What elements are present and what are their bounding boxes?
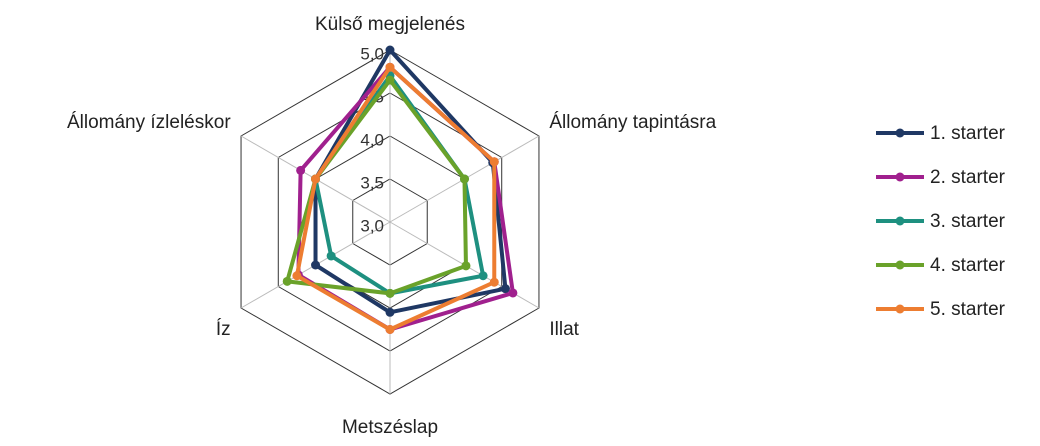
- legend-marker: [895, 216, 905, 226]
- series-marker: [385, 288, 395, 298]
- legend-marker: [895, 260, 905, 270]
- series-marker: [508, 288, 518, 298]
- series-marker: [459, 174, 469, 184]
- series-marker: [500, 284, 510, 294]
- legend-marker: [895, 304, 905, 314]
- category-label: Illat: [549, 319, 579, 340]
- category-label: Íz: [216, 319, 231, 340]
- series-marker: [282, 276, 292, 286]
- series-marker: [385, 75, 395, 85]
- legend-marker: [895, 172, 905, 182]
- category-label: Állomány tapintásra: [549, 112, 716, 133]
- category-label: Külső megjelenés: [315, 14, 465, 35]
- r-tick-label: 3,0: [360, 216, 384, 235]
- category-label: Metszéslap: [342, 417, 438, 438]
- series-line: [313, 48, 508, 315]
- series-marker: [385, 45, 395, 55]
- legend-marker: [895, 128, 905, 138]
- legend-label: 3. starter: [930, 211, 1006, 232]
- series-marker: [326, 251, 336, 261]
- r-tick-label: 5,0: [360, 44, 384, 63]
- series-marker: [292, 271, 302, 281]
- series-marker: [461, 261, 471, 271]
- series-marker: [311, 174, 321, 184]
- legend-label: 5. starter: [930, 299, 1006, 320]
- r-tick-label: 4,0: [360, 130, 384, 149]
- category-label: Állomány ízleléskor: [67, 112, 231, 133]
- legend-label: 4. starter: [930, 255, 1006, 276]
- r-tick-label: 3,5: [360, 173, 384, 192]
- series-marker: [296, 165, 306, 175]
- series-marker: [385, 307, 395, 317]
- series-marker: [385, 325, 395, 334]
- legend-label: 2. starter: [930, 167, 1006, 188]
- series-marker: [385, 62, 395, 72]
- series-marker: [311, 260, 321, 270]
- series-marker: [489, 277, 499, 287]
- series-marker: [489, 157, 499, 167]
- series-marker: [478, 271, 488, 281]
- legend-label: 1. starter: [930, 123, 1006, 144]
